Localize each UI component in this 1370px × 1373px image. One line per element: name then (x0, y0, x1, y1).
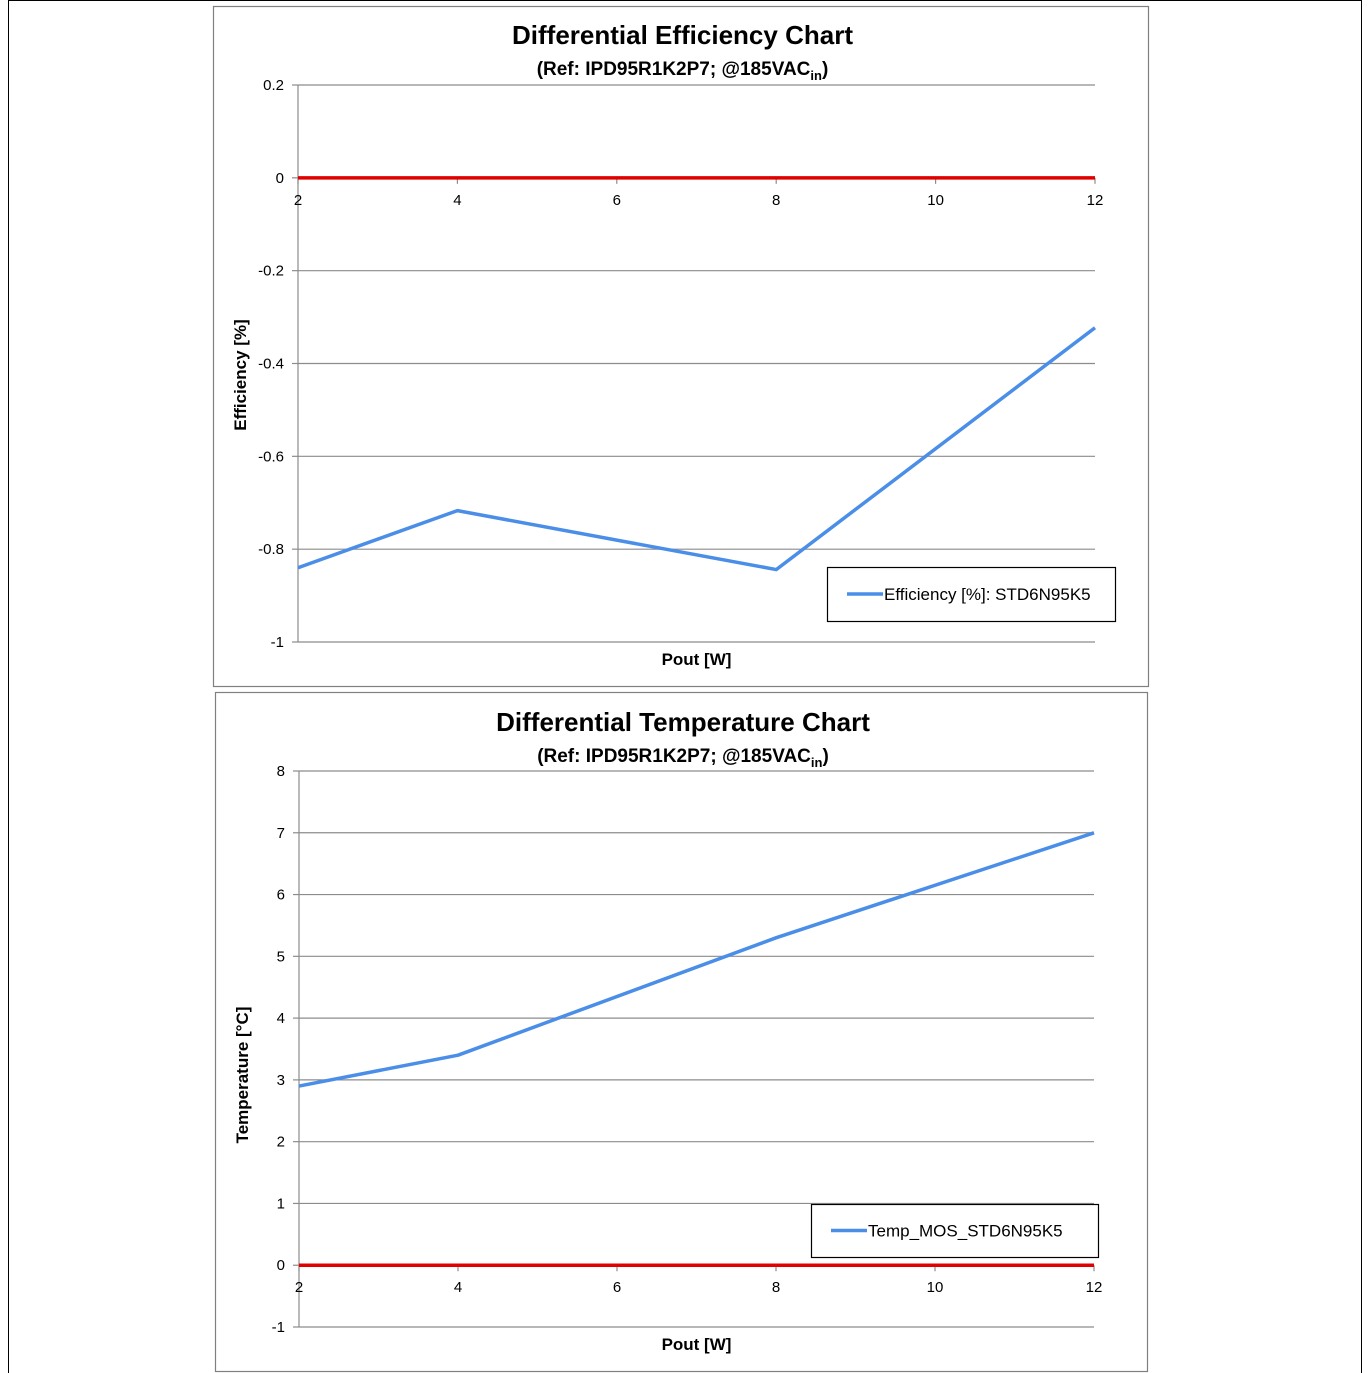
x-axis-label: Pout [W] (662, 650, 732, 669)
x-tick-label: 6 (613, 1279, 621, 1296)
x-tick-label: 8 (772, 1279, 780, 1296)
chart-subtitle: (Ref: IPD95R1K2P7; @185VACin) (537, 746, 829, 770)
chart-1: Differential Efficiency Chart (Ref: IPD95… (212, 5, 1150, 688)
x-tick-label: 4 (454, 1279, 462, 1296)
x-tick-label: 8 (772, 192, 780, 209)
legend-label: Temp_MOS_STD6N95K5 (868, 1222, 1063, 1241)
x-axis-label: Pout [W] (662, 1335, 732, 1354)
y-tick-label: -0.6 (258, 448, 284, 465)
y-tick-label: 0 (276, 170, 284, 187)
y-axis-label: Efficiency [%] (231, 319, 250, 430)
x-tick-label: 2 (294, 192, 302, 209)
y-tick-label: 1 (277, 1195, 285, 1212)
x-tick-label: 2 (295, 1279, 303, 1296)
y-tick-label: -0.2 (258, 263, 284, 280)
y-tick-label: 0.2 (263, 77, 284, 94)
x-tick-label: 10 (927, 192, 944, 209)
chart-2: Differential Temperature Chart (Ref: IPD9… (214, 691, 1149, 1373)
y-tick-label: 2 (277, 1134, 285, 1151)
x-tick-label: 6 (613, 192, 621, 209)
chart-frame (214, 691, 1149, 1373)
x-tick-label: 10 (927, 1279, 944, 1296)
chart-title: Differential Temperature Chart (496, 707, 870, 737)
y-tick-label: 0 (277, 1257, 285, 1274)
legend: Efficiency [%]: STD6N95K5 (826, 566, 1117, 623)
y-tick-label: -1 (272, 1319, 285, 1336)
y-tick-label: 4 (277, 1010, 285, 1027)
x-tick-label: 4 (453, 192, 461, 209)
legend: Temp_MOS_STD6N95K5 (810, 1203, 1100, 1259)
series-line (297, 326, 1097, 572)
series-line (298, 831, 1095, 1088)
y-tick-label: 7 (277, 825, 285, 842)
y-tick-label: 3 (277, 1072, 285, 1089)
chart-title: Differential Efficiency Chart (512, 20, 853, 50)
y-tick-label: 5 (277, 948, 285, 965)
y-tick-label: -0.4 (258, 356, 284, 373)
y-axis-label: Temperature [°C] (233, 1007, 252, 1144)
x-tick-label: 12 (1087, 192, 1104, 209)
page-border (8, 0, 1362, 1373)
y-tick-label: -0.8 (258, 541, 284, 558)
y-tick-label: 6 (277, 887, 285, 904)
x-tick-label: 12 (1086, 1279, 1103, 1296)
chart-subtitle: (Ref: IPD95R1K2P7; @185VACin) (537, 59, 829, 83)
y-tick-label: 8 (277, 763, 285, 780)
legend-label: Efficiency [%]: STD6N95K5 (884, 585, 1091, 604)
y-tick-label: -1 (271, 634, 284, 651)
